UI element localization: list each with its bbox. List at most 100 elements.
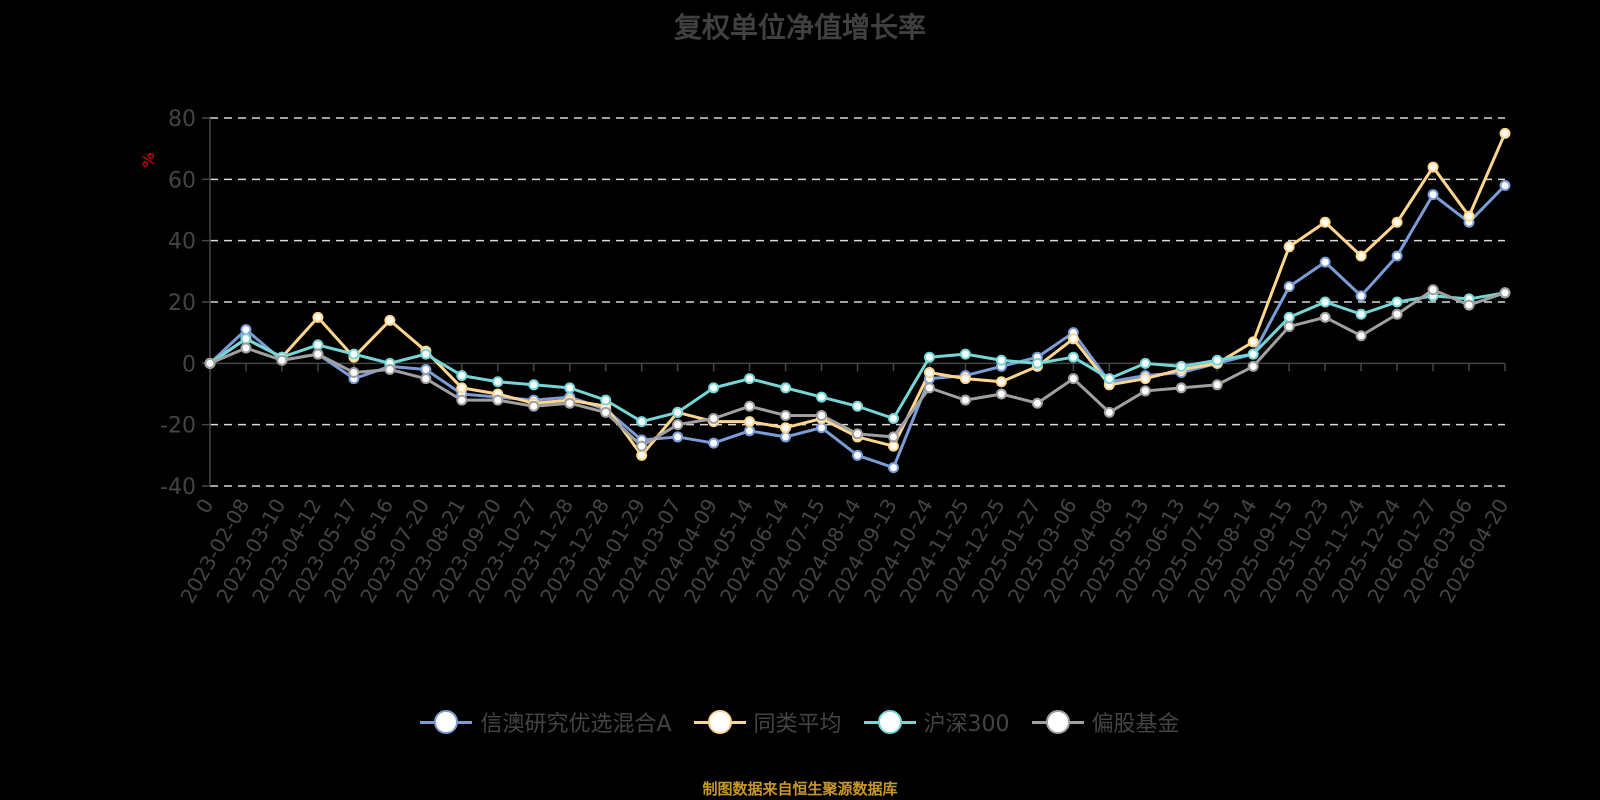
data-point[interactable]: [348, 367, 360, 379]
data-point[interactable]: [1139, 357, 1151, 369]
legend-item-equity-fund[interactable]: 偏股基金: [1031, 706, 1180, 738]
data-point[interactable]: [887, 413, 899, 425]
data-point[interactable]: [708, 382, 720, 394]
data-point[interactable]: [1463, 210, 1475, 222]
data-point[interactable]: [923, 367, 935, 379]
data-point[interactable]: [492, 376, 504, 388]
data-point[interactable]: [1031, 357, 1043, 369]
data-point[interactable]: [384, 314, 396, 326]
data-point[interactable]: [1067, 373, 1079, 385]
data-point[interactable]: [1319, 311, 1331, 323]
data-point[interactable]: [1067, 333, 1079, 345]
data-point[interactable]: [240, 324, 252, 336]
data-point[interactable]: [600, 406, 612, 418]
data-point[interactable]: [456, 382, 468, 394]
data-point[interactable]: [1103, 406, 1115, 418]
data-point[interactable]: [456, 394, 468, 406]
data-point[interactable]: [420, 363, 432, 375]
data-point[interactable]: [600, 394, 612, 406]
data-point[interactable]: [1139, 385, 1151, 397]
data-point[interactable]: [923, 382, 935, 394]
data-point[interactable]: [384, 363, 396, 375]
data-point[interactable]: [1355, 308, 1367, 320]
data-point[interactable]: [1355, 290, 1367, 302]
data-point[interactable]: [312, 311, 324, 323]
data-point[interactable]: [1319, 216, 1331, 228]
data-point[interactable]: [672, 419, 684, 431]
data-point[interactable]: [923, 351, 935, 363]
data-point[interactable]: [995, 376, 1007, 388]
data-point[interactable]: [1427, 189, 1439, 201]
data-point[interactable]: [852, 449, 863, 461]
data-point[interactable]: [1211, 379, 1223, 391]
data-point[interactable]: [348, 348, 360, 360]
data-point[interactable]: [636, 440, 648, 452]
data-point[interactable]: [1283, 241, 1295, 253]
data-point[interactable]: [1391, 250, 1403, 262]
data-point[interactable]: [672, 431, 684, 443]
data-point[interactable]: [1139, 373, 1151, 385]
data-point[interactable]: [1391, 216, 1403, 228]
data-point[interactable]: [1031, 397, 1043, 409]
data-point[interactable]: [1175, 382, 1187, 394]
data-point[interactable]: [564, 382, 576, 394]
data-point[interactable]: [1319, 256, 1331, 268]
data-point[interactable]: [564, 397, 576, 409]
data-point[interactable]: [708, 413, 720, 425]
data-point[interactable]: [1283, 281, 1295, 293]
data-point[interactable]: [1355, 330, 1367, 342]
data-point[interactable]: [959, 373, 971, 385]
data-point[interactable]: [1175, 360, 1187, 372]
data-point[interactable]: [959, 394, 971, 406]
data-point[interactable]: [816, 391, 828, 403]
data-point[interactable]: [456, 370, 468, 382]
data-point[interactable]: [1427, 284, 1439, 296]
data-point[interactable]: [312, 348, 324, 360]
data-point[interactable]: [204, 357, 216, 369]
data-point[interactable]: [780, 431, 792, 443]
legend-item-fund[interactable]: 信澳研究优选混合A: [420, 706, 672, 738]
data-point[interactable]: [1211, 354, 1223, 366]
data-point[interactable]: [708, 437, 720, 449]
data-point[interactable]: [887, 431, 899, 443]
data-point[interactable]: [672, 406, 684, 418]
data-point[interactable]: [1247, 336, 1259, 348]
data-point[interactable]: [1103, 373, 1115, 385]
data-point[interactable]: [959, 348, 971, 360]
data-point[interactable]: [1319, 296, 1331, 308]
data-point[interactable]: [744, 425, 756, 437]
data-point[interactable]: [995, 354, 1007, 366]
data-point[interactable]: [780, 382, 792, 394]
data-point[interactable]: [887, 440, 899, 452]
data-point[interactable]: [1391, 308, 1403, 320]
data-point[interactable]: [887, 462, 899, 474]
data-point[interactable]: [744, 400, 756, 412]
data-point[interactable]: [1283, 311, 1295, 323]
data-point[interactable]: [852, 428, 863, 440]
data-point[interactable]: [636, 416, 648, 428]
data-point[interactable]: [1427, 161, 1439, 173]
data-point[interactable]: [1391, 296, 1403, 308]
data-point[interactable]: [528, 400, 540, 412]
legend-item-peer-average[interactable]: 同类平均: [693, 706, 842, 738]
data-point[interactable]: [744, 416, 756, 428]
data-point[interactable]: [312, 339, 324, 351]
data-point[interactable]: [1499, 179, 1511, 191]
data-point[interactable]: [780, 409, 792, 421]
data-point[interactable]: [816, 422, 828, 434]
data-point[interactable]: [1247, 348, 1259, 360]
data-point[interactable]: [492, 394, 504, 406]
data-point[interactable]: [636, 449, 648, 461]
data-point[interactable]: [852, 400, 863, 412]
data-point[interactable]: [240, 333, 252, 345]
data-point[interactable]: [1463, 299, 1475, 311]
data-point[interactable]: [420, 373, 432, 385]
data-point[interactable]: [780, 422, 792, 434]
data-point[interactable]: [1283, 321, 1295, 333]
data-point[interactable]: [420, 348, 432, 360]
data-point[interactable]: [1247, 360, 1259, 372]
data-point[interactable]: [744, 373, 756, 385]
data-point[interactable]: [276, 354, 288, 366]
data-point[interactable]: [816, 409, 828, 421]
data-point[interactable]: [995, 388, 1007, 400]
